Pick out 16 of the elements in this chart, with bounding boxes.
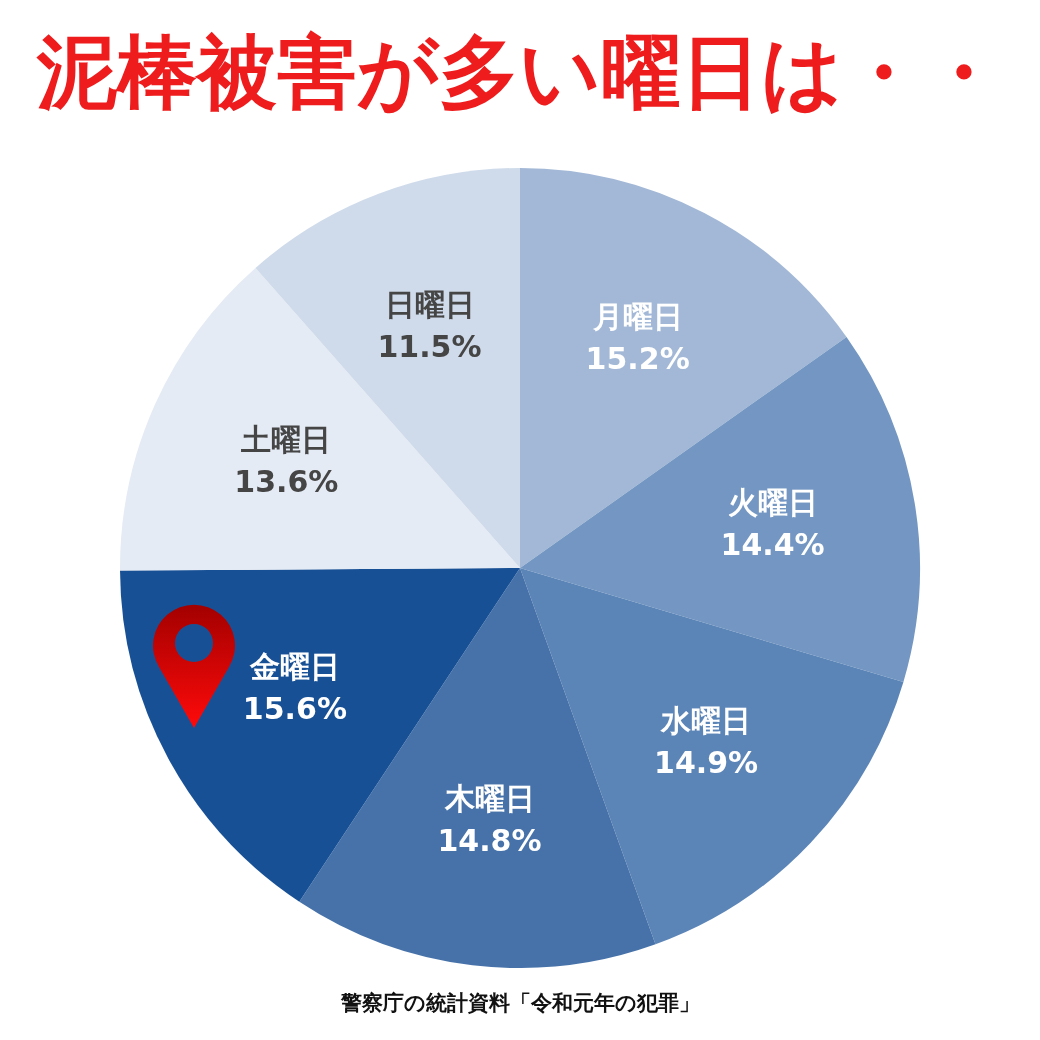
data-label: 14.4% [720, 527, 825, 563]
slice-label: 火曜日 [727, 485, 818, 521]
slice-label: 土曜日 [240, 422, 332, 458]
data-label: 14.9% [654, 744, 759, 780]
slice-label: 日曜日 [384, 287, 475, 323]
text: 警察庁の統計資料「令和元年の犯罪」 [339, 990, 701, 1017]
data-label: 13.6% [234, 464, 339, 500]
data-label: 15.2% [585, 341, 690, 377]
slice-label: 月曜日 [591, 299, 683, 335]
slice-label: 木曜日 [443, 780, 535, 816]
chart-title: 泥棒被害が多い曜日は・・ [35, 24, 1004, 121]
data-label: 15.6% [242, 690, 347, 726]
slice-label: 水曜日 [660, 702, 752, 738]
data-label: 11.5% [377, 329, 482, 365]
data-label: 14.8% [437, 822, 542, 858]
slice-label: 金曜日 [248, 648, 340, 684]
